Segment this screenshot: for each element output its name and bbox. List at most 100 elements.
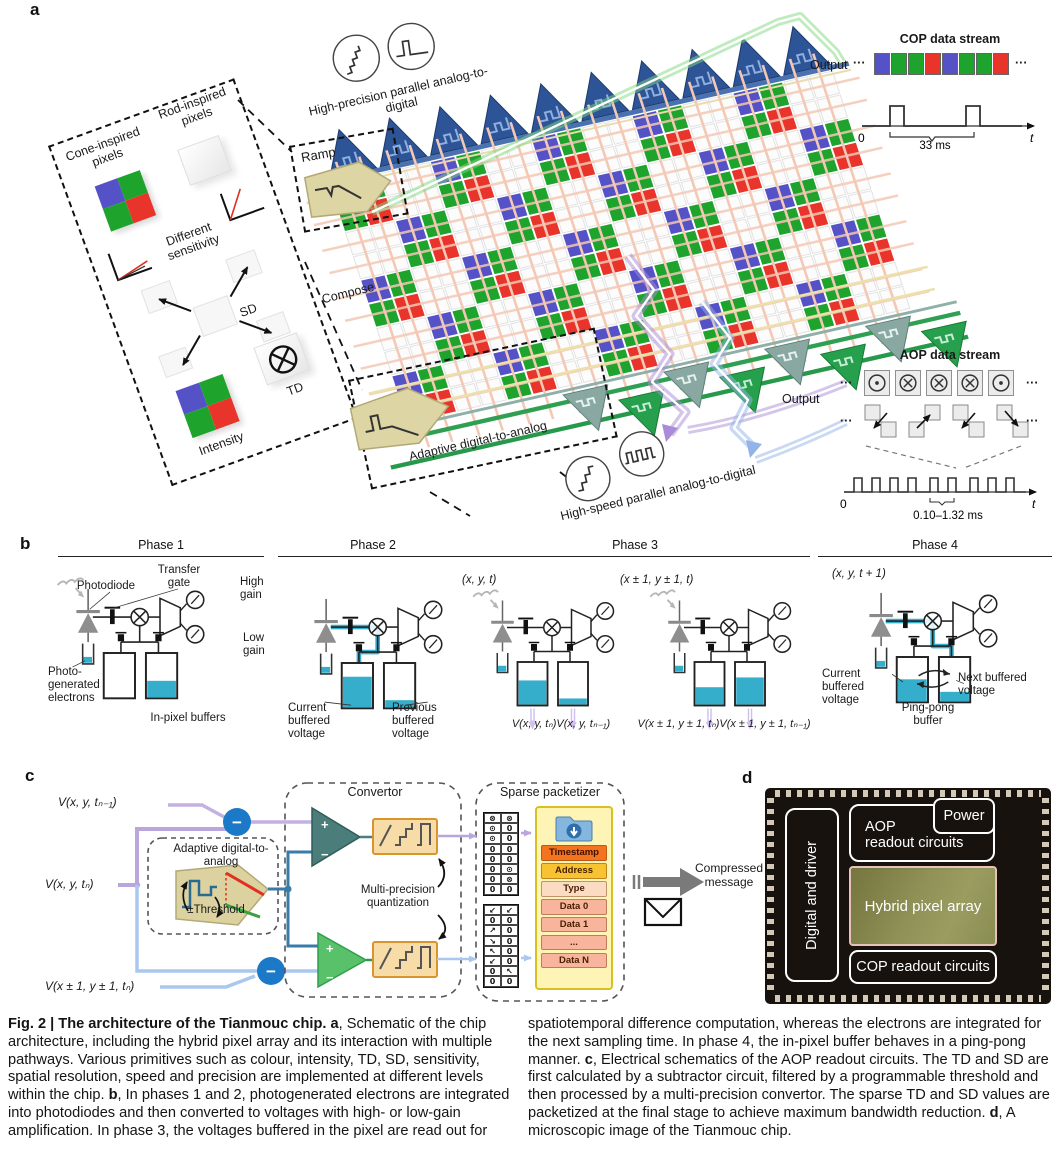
aop-dots-4: ··· [1026, 414, 1039, 428]
aop-duration: 0.10–1.32 ms [913, 510, 983, 522]
phase2-rule [278, 556, 468, 557]
packet-field: ... [541, 934, 607, 951]
packet-grid-cell: 0 [501, 955, 518, 967]
aop-dots-3: ··· [840, 414, 853, 428]
compressed-message-label: Compressed message [694, 861, 764, 889]
power-label: Power [943, 808, 985, 824]
envelope-icon [643, 897, 683, 927]
p2-previous-label: Previous buffered voltage [392, 702, 437, 741]
packet-grid-cell: 0 [501, 945, 518, 956]
caption-segment: spatiotemporal difference computation, w… [528, 1016, 1042, 1068]
subtractor-sd-minus: − [266, 962, 276, 981]
phase3-rule [460, 556, 810, 557]
panel-b-label: b [20, 534, 31, 553]
convertor-box [284, 782, 462, 998]
rod-pixel-cube [177, 135, 232, 186]
quantization-label: Multi-precision quantization [360, 884, 436, 910]
packet-grid-cell: 0 [484, 843, 501, 854]
cop-title: COP data stream [899, 32, 1001, 46]
aop-sd-pair-se [996, 402, 1030, 440]
digital-driver-region: Digital and driver [785, 808, 839, 982]
cop-axis-t: t [1030, 131, 1034, 145]
photodiode-label: Photodiode [76, 580, 136, 592]
aop-axis-t: t [1032, 497, 1036, 511]
td-cross-icon [268, 345, 298, 374]
packet-field: Data 1 [541, 916, 607, 933]
caption-segment: c [584, 1051, 593, 1068]
packet-field: Data 0 [541, 899, 607, 915]
p4-pingpong-label: Ping-pong buffer [901, 702, 955, 728]
packet-grid-cell: 0 [484, 863, 501, 875]
cone-pixels-label: Cone-inspired pixels [63, 124, 142, 170]
phase1-circuit [52, 577, 218, 728]
bond-pads-left [767, 798, 774, 994]
aop-td-row [864, 370, 1014, 396]
packet-grid-cell: ↙ [484, 905, 501, 916]
caption-segment: a [330, 1016, 339, 1032]
input-v-neighbor: V(x ± 1, y ± 1, tₙ) [45, 979, 135, 993]
aop-readout-label-1: AOP [865, 819, 896, 835]
cop-dots-left: ··· [853, 56, 866, 70]
packet-field: Type [541, 881, 607, 897]
cop-axis-zero: 0 [858, 131, 865, 145]
panel-c-label: c [25, 766, 35, 785]
panel-d-label: d [742, 768, 753, 787]
phase4-rule [818, 556, 1052, 557]
subtractor-sd [257, 957, 285, 985]
cop-output-label: Output [810, 58, 848, 72]
low-gain-label: Low gain [243, 632, 265, 658]
aop-sd-pair-sw [864, 402, 898, 440]
aop-sd-row [864, 402, 1030, 440]
cop-timing-waveform: 0 t 33 ms [858, 105, 1035, 152]
packet-card: Timestamp Address Type Data 0 Data 1... Data … [535, 806, 613, 990]
caption-left-column: Fig. 2 | The architecture of the Tianmou… [8, 1016, 510, 1141]
threshold-label: ±Threshold [187, 904, 245, 916]
phase4-header: Phase 4 [912, 538, 958, 552]
p3-coord1-label: (x, y, t) [462, 574, 497, 586]
packet-grid-cell: 0 [484, 966, 501, 977]
aop-cross-cell [957, 370, 983, 396]
aop-title: AOP data stream [899, 348, 1001, 362]
cop-cell-red [993, 53, 1009, 75]
aop-readout-schematic: − − + − + − [118, 782, 704, 1002]
packet-grid-cell: ⊗ [501, 874, 518, 885]
packet-grid-cell: ↙ [484, 955, 501, 967]
p3-formula1: V(x, y, tₙ)V(x, y, tₙ₋₁) [511, 718, 611, 730]
aop-dots-2: ··· [1026, 376, 1039, 390]
packet-grid-cell: ⊙ [484, 833, 501, 844]
caption-segment: d [989, 1104, 999, 1121]
cop-cell-green [891, 53, 907, 75]
packet-grid-cell: 0 [501, 853, 518, 864]
packet-field: Timestamp [541, 845, 607, 861]
packet-fields: Timestamp Address Type Data 0 Data 1... Data … [537, 845, 611, 969]
aop-cross-cell [895, 370, 921, 396]
sd-opamp [317, 931, 368, 989]
aop-dots-1: ··· [840, 376, 853, 390]
packetizer-title: Sparse packetizer [499, 785, 601, 799]
caption-segment: , Electrical schematics of the AOP reado… [528, 1051, 1050, 1121]
packet-grid-cell: ⊙ [501, 863, 518, 875]
packet-grid-cell: ↗ [484, 925, 501, 936]
caption-segment: , Schematic of the chip architecture, in… [8, 1016, 493, 1104]
aop-output-label: Output [782, 392, 820, 406]
packetizer-box [475, 782, 625, 1002]
caption-segment: , A microscopic image of the Tianmouc ch… [528, 1104, 1015, 1139]
packet-grid-cell: 0 [501, 833, 518, 844]
td-sparse-grid: ⊗ ⊗ ⊙ 0 ⊙ 0 0 0 0 0 0 ⊙ 0 ⊗ 0 0 [483, 812, 519, 896]
caption-segment: b [108, 1087, 118, 1104]
cop-readout-label: COP readout circuits [856, 959, 990, 975]
aop-dot-cell [988, 370, 1014, 396]
td-opamp-minus: − [321, 847, 329, 862]
packet-grid-cell: 0 [501, 884, 518, 895]
td-cube [253, 332, 311, 386]
packet-grid-cell: 0 [484, 884, 501, 895]
packet-grid-cell: 0 [484, 976, 501, 987]
packet-grid-cell: 0 [501, 976, 518, 987]
packet-grid-cell: ↘ [484, 935, 501, 946]
caption-right-column: spatiotemporal difference computation, w… [528, 1016, 1052, 1141]
aop-dot-cell [864, 370, 890, 396]
aop-sd-pair-ne [908, 402, 942, 440]
packet-grid-cell: ⊗ [484, 813, 501, 824]
cop-duration: 33 ms [919, 140, 951, 152]
cop-cell-red [925, 53, 941, 75]
